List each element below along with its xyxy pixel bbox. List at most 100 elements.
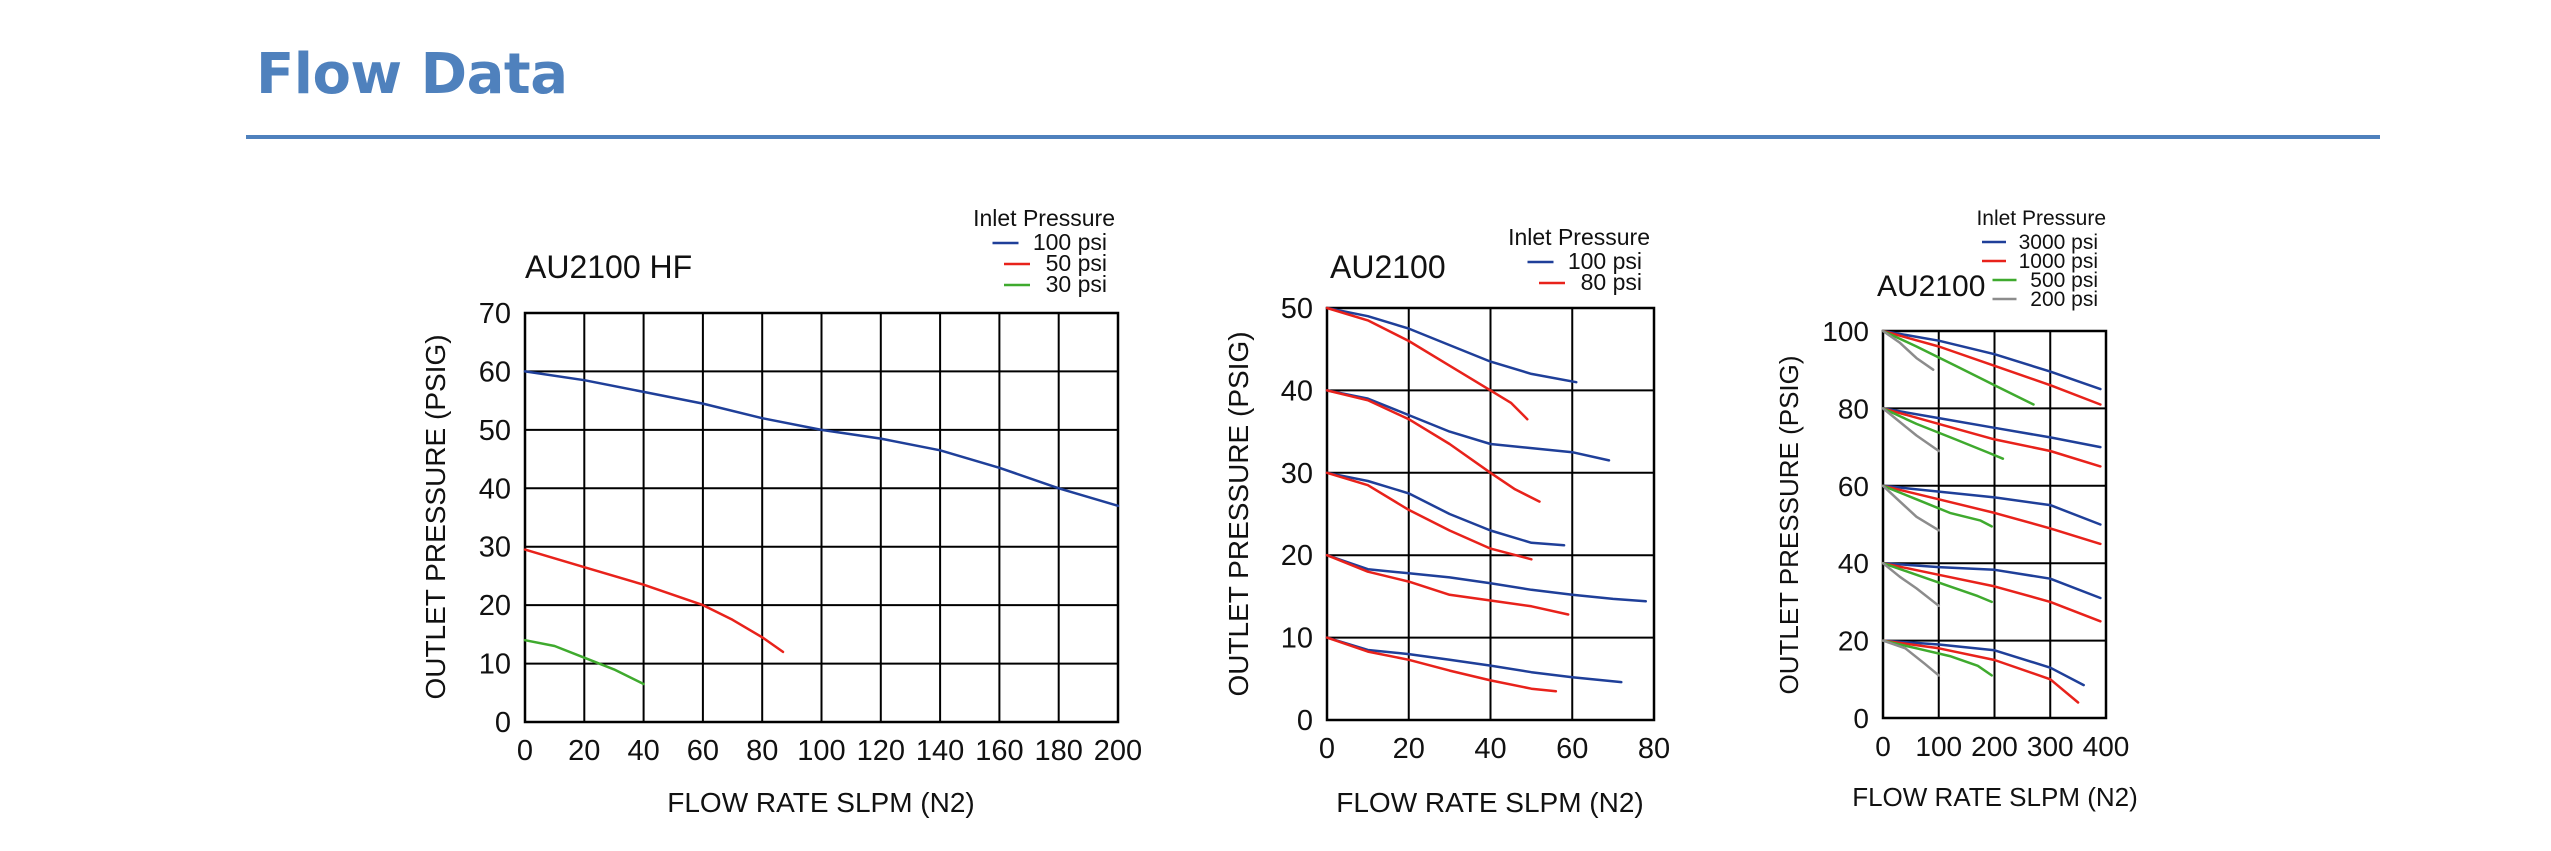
x-tick-label: 140 [916, 735, 964, 767]
title-divider [246, 135, 2380, 139]
y-tick-label: 30 [479, 532, 511, 564]
series-line [1881, 639, 2080, 704]
series-line [1325, 636, 1558, 693]
x-tick-label: 180 [1035, 735, 1083, 767]
y-axis-label: OUTLET PRESSURE (PSIG) [1223, 331, 1254, 696]
series-line [1881, 329, 2102, 406]
plot-frame [523, 311, 1120, 724]
x-axis-label: FLOW RATE SLPM (N2) [1336, 787, 1644, 818]
series-line [1881, 484, 2102, 526]
y-tick-label: 60 [1838, 471, 1869, 502]
y-tick-label: 60 [479, 356, 511, 388]
series-line [1881, 561, 1993, 604]
x-tick-label: 80 [1638, 733, 1670, 765]
y-tick-label: 80 [1838, 393, 1869, 424]
y-tick-label: 40 [479, 473, 511, 505]
series-line [1881, 561, 1941, 608]
series-line [1881, 407, 2102, 468]
chart-title: AU2100 [1330, 249, 1446, 285]
x-tick-label: 100 [797, 735, 845, 767]
x-tick-label: 20 [1393, 733, 1425, 765]
series-line [1881, 561, 2102, 623]
series-line [1881, 407, 2102, 449]
series-line [1881, 329, 2102, 391]
y-tick-label: 0 [495, 707, 511, 739]
series-line [1325, 306, 1529, 421]
series-line [1881, 407, 2005, 460]
y-tick-label: 50 [479, 415, 511, 447]
legend-entry: 500 psi [2030, 269, 2098, 292]
x-tick-label: 0 [1875, 731, 1891, 762]
plot-frame [1881, 329, 2108, 720]
legend-title: Inlet Pressure [973, 205, 1115, 231]
x-tick-label: 80 [746, 735, 778, 767]
series-line [1325, 553, 1648, 603]
x-tick-label: 160 [975, 735, 1023, 767]
y-tick-label: 20 [1281, 540, 1313, 572]
y-tick-label: 10 [479, 649, 511, 681]
y-tick-label: 30 [1281, 458, 1313, 490]
series-line [1881, 407, 1941, 453]
legend-entry: 200 psi [2030, 288, 2098, 311]
series-line [1881, 484, 2102, 546]
y-tick-label: 20 [479, 590, 511, 622]
series-line [1325, 553, 1570, 616]
x-tick-label: 60 [687, 735, 719, 767]
y-tick-label: 70 [479, 298, 511, 330]
series-line [1325, 306, 1578, 384]
x-tick-label: 400 [2083, 731, 2130, 762]
series-line [1325, 636, 1623, 684]
series-line [1881, 561, 2102, 600]
y-tick-label: 20 [1838, 626, 1869, 657]
x-tick-label: 100 [1915, 731, 1962, 762]
series-line [1325, 389, 1541, 503]
legend-entry: 1000 psi [2019, 250, 2098, 273]
y-axis-label: OUTLET PRESSURE (PSIG) [1774, 355, 1804, 694]
x-axis-label: FLOW RATE SLPM (N2) [667, 787, 975, 818]
series-line [1325, 389, 1611, 462]
legend-entry: 100 psi [1568, 248, 1642, 274]
x-tick-label: 300 [2027, 731, 2074, 762]
x-tick-label: 120 [857, 735, 905, 767]
y-tick-label: 50 [1281, 293, 1313, 325]
y-tick-label: 40 [1281, 375, 1313, 407]
legend-title: Inlet Pressure [1508, 224, 1650, 250]
y-tick-label: 10 [1281, 623, 1313, 655]
x-tick-label: 0 [1319, 733, 1335, 765]
legend-title: Inlet Pressure [1976, 207, 2106, 230]
series-line [1881, 639, 1941, 677]
x-tick-label: 40 [627, 735, 659, 767]
series-line [1881, 329, 1935, 371]
x-tick-label: 200 [1971, 731, 2018, 762]
page-title: Flow Data [256, 42, 568, 107]
series-line [523, 370, 1120, 508]
series-line [1881, 639, 2085, 687]
x-tick-label: 60 [1556, 733, 1588, 765]
series-line [1325, 471, 1533, 561]
x-tick-label: 0 [517, 735, 533, 767]
series-line [523, 638, 645, 686]
x-tick-label: 40 [1474, 733, 1506, 765]
legend-entry: 80 psi [1581, 269, 1642, 295]
series-line [1881, 329, 2035, 406]
series-line [523, 548, 785, 654]
y-axis-label: OUTLET PRESSURE (PSIG) [420, 334, 451, 699]
legend-entry: 50 psi [1046, 250, 1107, 276]
legend-entry: 30 psi [1046, 271, 1107, 297]
y-tick-label: 40 [1838, 548, 1869, 579]
chart-title: AU2100 HF [525, 249, 692, 285]
series-line [1881, 484, 1993, 528]
x-axis-label: FLOW RATE SLPM (N2) [1852, 782, 2138, 812]
series-line [1881, 484, 1941, 532]
legend-entry: 3000 psi [2019, 231, 2098, 254]
chart-1: 0 20 40 60 80 100 120 140 160 180 200 0 10 20 30 40 50 60… [420, 205, 1142, 818]
x-tick-label: 200 [1094, 735, 1142, 767]
series-line [1881, 639, 1993, 677]
y-tick-label: 0 [1297, 705, 1313, 737]
plot-frame [1325, 306, 1656, 722]
series-line [1325, 471, 1566, 547]
legend-entry: 100 psi [1033, 229, 1107, 255]
chart-2: 0 20 40 60 80 0 10 20 30 40 50 AU2100 FLOW RATE SLPM… [1223, 224, 1670, 818]
chart-title: AU2100 [1877, 270, 1985, 303]
